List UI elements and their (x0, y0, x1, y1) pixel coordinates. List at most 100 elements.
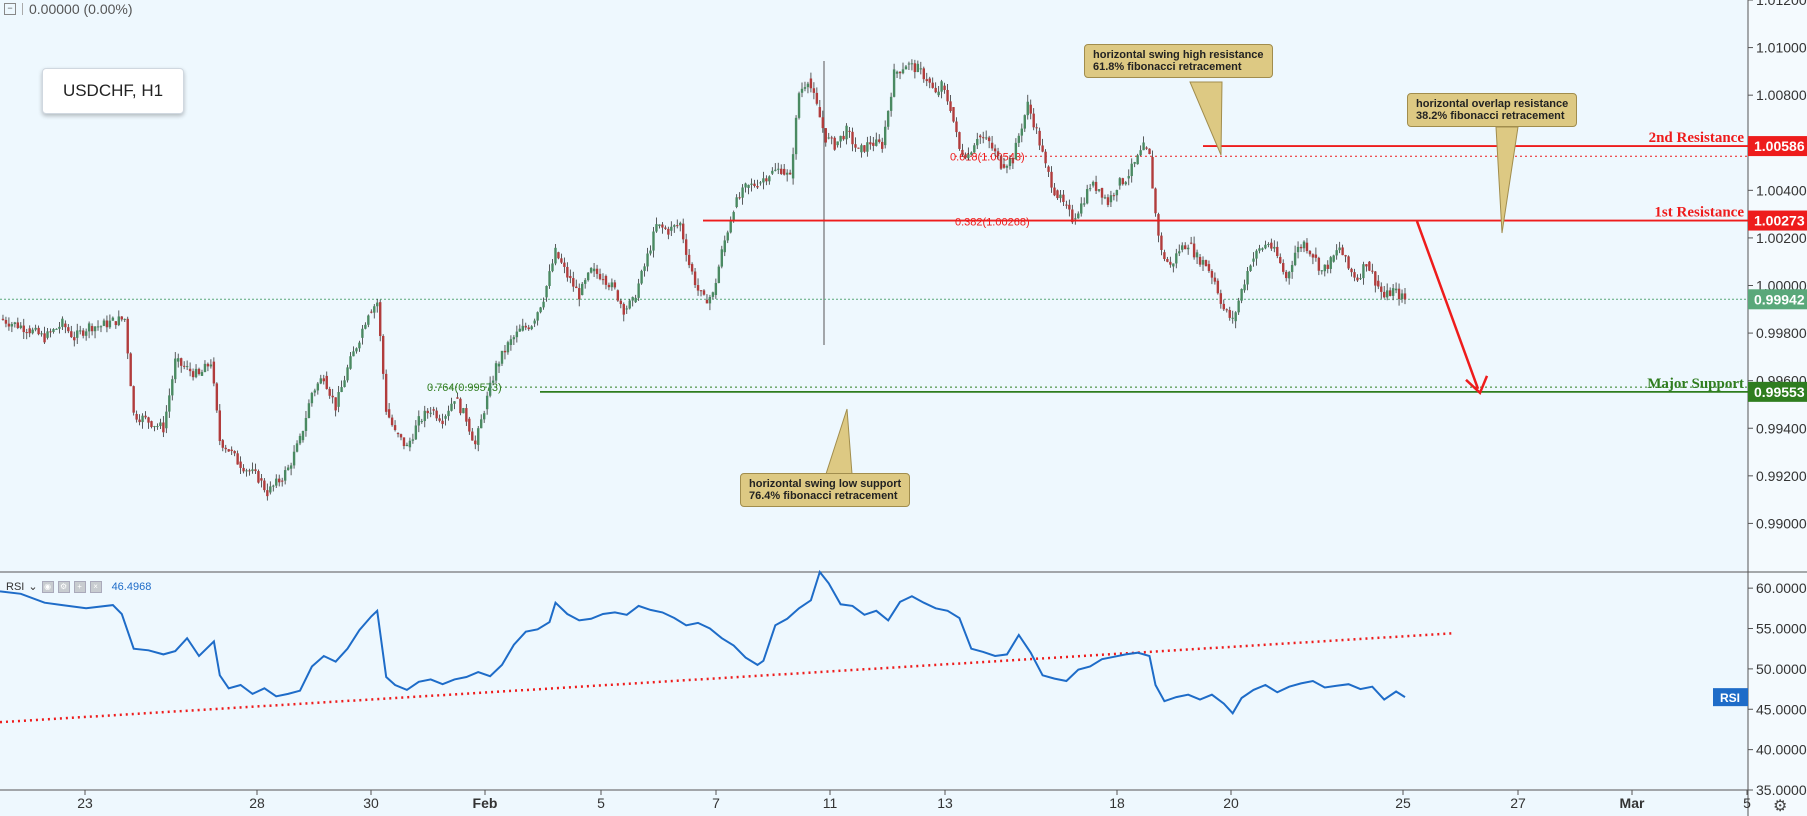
candle-up (916, 63, 920, 73)
price-tick-label: 0.99800 (1756, 325, 1807, 341)
candle-up (794, 117, 798, 155)
time-tick-label: 13 (937, 795, 953, 811)
candle-up (1320, 270, 1324, 272)
candle-down (1053, 187, 1056, 196)
note-swing-high-line2: 61.8% fibonacci retracement (1093, 61, 1242, 73)
price-tick-label: 1.01200 (1756, 0, 1807, 8)
add-icon[interactable]: + (73, 580, 86, 593)
candle-down (138, 419, 141, 423)
candle-up (46, 331, 49, 338)
candle-up (1264, 244, 1267, 249)
candle-up (298, 435, 302, 444)
candle-up (1091, 181, 1095, 186)
support-label: Major Support (1647, 376, 1744, 392)
candle-up (551, 263, 554, 272)
price-change: 0.00000 (0.00%) (29, 1, 133, 17)
price-tag-bg (1748, 289, 1807, 310)
candle-up (1323, 264, 1326, 272)
candle-down (1112, 195, 1116, 197)
candle-down (872, 142, 875, 146)
candle-down (105, 320, 109, 328)
candle-up (1074, 218, 1077, 220)
candle-down (1160, 235, 1163, 250)
candle-down (266, 490, 269, 497)
candle-up (1103, 197, 1107, 199)
candle-up (423, 410, 426, 422)
candle-up (530, 326, 533, 330)
collapse-icon[interactable]: − (4, 3, 16, 15)
price-tag-label: 0.99553 (1754, 384, 1805, 400)
candle-down (1035, 127, 1038, 129)
candle-up (720, 249, 724, 267)
candle-down (952, 107, 955, 122)
candle-up (494, 363, 498, 381)
candle-up (1109, 195, 1113, 203)
candle-up (901, 69, 905, 74)
candle-up (732, 212, 735, 221)
rsi-tag-label: RSI (1720, 691, 1740, 705)
price-tag-bg (1748, 136, 1807, 157)
candle-up (1130, 163, 1133, 177)
eye-icon[interactable]: ◉ (41, 580, 54, 593)
candle-up (509, 339, 513, 345)
candle-up (515, 331, 519, 338)
candle-up (352, 351, 355, 357)
candle-down (815, 92, 819, 104)
candle-down (28, 328, 31, 334)
candle-up (485, 395, 489, 410)
candle-down (898, 71, 902, 74)
candle-up (1124, 182, 1127, 185)
candle-up (1246, 270, 1249, 285)
candle-up (52, 329, 55, 332)
candle-up (1175, 253, 1178, 264)
rsi-legend: RSI ⌄ ◉ ⚙ + × 46.4968 (6, 580, 151, 593)
candle-up (165, 411, 168, 429)
candle-up (1290, 265, 1294, 272)
candle-down (393, 425, 397, 431)
candle-up (1178, 251, 1181, 254)
candle-down (824, 128, 827, 143)
candle-down (955, 121, 958, 133)
axis-pane-bg (1748, 0, 1807, 816)
candle-up (209, 364, 213, 367)
candle-down (833, 137, 836, 150)
gear-icon[interactable]: ⚙ (57, 580, 70, 593)
candle-up (827, 137, 830, 139)
candle-down (387, 409, 391, 418)
candle-up (429, 412, 432, 414)
candle-down (1317, 257, 1321, 271)
candle-down (260, 478, 263, 481)
candle-up (1080, 203, 1083, 214)
candle-up (542, 301, 545, 308)
candle-down (990, 142, 994, 149)
candle-down (1044, 151, 1047, 164)
candle-up (444, 416, 447, 419)
rsi-tick-label: 40.0000 (1756, 742, 1807, 758)
close-icon[interactable]: × (89, 580, 102, 593)
candle-up (625, 308, 628, 310)
chevron-down-icon[interactable]: ⌄ (28, 581, 38, 593)
candle-up (153, 426, 156, 428)
candle-up (301, 430, 305, 441)
candle-down (1163, 252, 1166, 260)
candle-down (1204, 260, 1208, 267)
candle-down (604, 275, 608, 285)
candle-down (390, 417, 394, 426)
candle-up (1400, 293, 1404, 300)
candle-down (830, 137, 833, 139)
candle-down (812, 88, 816, 93)
candle-up (420, 421, 423, 423)
resistance-1-label: 1st Resistance (1654, 205, 1744, 221)
candle-down (230, 449, 233, 452)
candle-up (1023, 115, 1026, 129)
candle-down (1169, 261, 1172, 265)
price-tag-bg (1748, 381, 1807, 402)
candle-down (1228, 309, 1231, 318)
settings-gear-icon[interactable]: ⚙ (1773, 798, 1788, 815)
candle-up (1287, 271, 1291, 279)
candle-up (1172, 263, 1175, 267)
candle-up (283, 470, 287, 481)
price-tick-label: 1.00800 (1756, 87, 1807, 103)
candle-down (684, 239, 688, 255)
candle-up (450, 403, 453, 411)
